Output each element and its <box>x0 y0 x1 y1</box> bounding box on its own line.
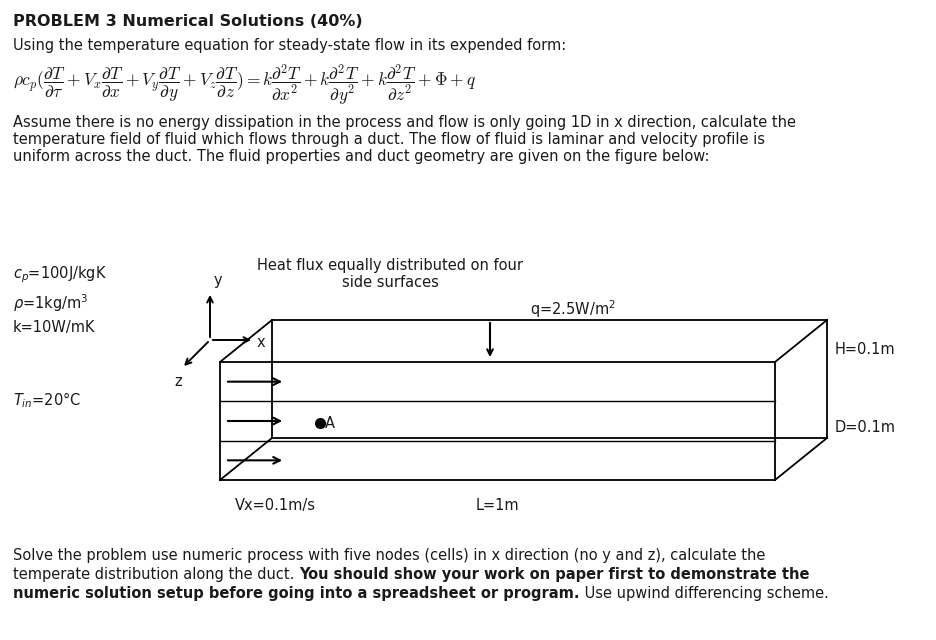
Text: Solve the problem use numeric process with five nodes (cells) in x direction (no: Solve the problem use numeric process wi… <box>13 548 766 563</box>
Text: L=1m: L=1m <box>475 498 519 513</box>
Text: Vx=0.1m/s: Vx=0.1m/s <box>235 498 316 513</box>
Text: Heat flux equally distributed on four: Heat flux equally distributed on four <box>257 258 523 273</box>
Text: y: y <box>214 273 223 288</box>
Text: x: x <box>257 335 266 350</box>
Text: D=0.1m: D=0.1m <box>835 420 896 435</box>
Text: numeric solution setup before going into a spreadsheet or program.: numeric solution setup before going into… <box>13 586 579 601</box>
Text: z: z <box>174 374 182 389</box>
Text: $\rho c_p(\dfrac{\partial T}{\partial \tau}+V_x\dfrac{\partial T}{\partial x}+V_: $\rho c_p(\dfrac{\partial T}{\partial \t… <box>13 62 476 107</box>
Text: q=2.5W/m$^2$: q=2.5W/m$^2$ <box>530 298 616 320</box>
Text: Using the temperature equation for steady-state flow in its expended form:: Using the temperature equation for stead… <box>13 38 566 53</box>
Text: You should show your work on paper first to demonstrate the: You should show your work on paper first… <box>299 567 810 582</box>
Text: temperate distribution along the duct.: temperate distribution along the duct. <box>13 567 299 582</box>
Text: k=10W/mK: k=10W/mK <box>13 320 95 335</box>
Text: $T_{in}$=20°C: $T_{in}$=20°C <box>13 390 81 410</box>
Text: A: A <box>325 415 335 431</box>
Text: $\rho$=1kg/m$^3$: $\rho$=1kg/m$^3$ <box>13 292 89 314</box>
Text: temperature field of fluid which flows through a duct. The flow of fluid is lami: temperature field of fluid which flows t… <box>13 132 765 147</box>
Text: uniform across the duct. The fluid properties and duct geometry are given on the: uniform across the duct. The fluid prope… <box>13 149 709 164</box>
Text: H=0.1m: H=0.1m <box>835 342 896 357</box>
Text: side surfaces: side surfaces <box>342 275 438 290</box>
Text: Use upwind differencing scheme.: Use upwind differencing scheme. <box>579 586 828 601</box>
Text: $c_p$=100J/kgK: $c_p$=100J/kgK <box>13 264 107 285</box>
Text: Assume there is no energy dissipation in the process and flow is only going 1D i: Assume there is no energy dissipation in… <box>13 115 796 130</box>
Text: PROBLEM 3 Numerical Solutions (40%): PROBLEM 3 Numerical Solutions (40%) <box>13 14 362 29</box>
